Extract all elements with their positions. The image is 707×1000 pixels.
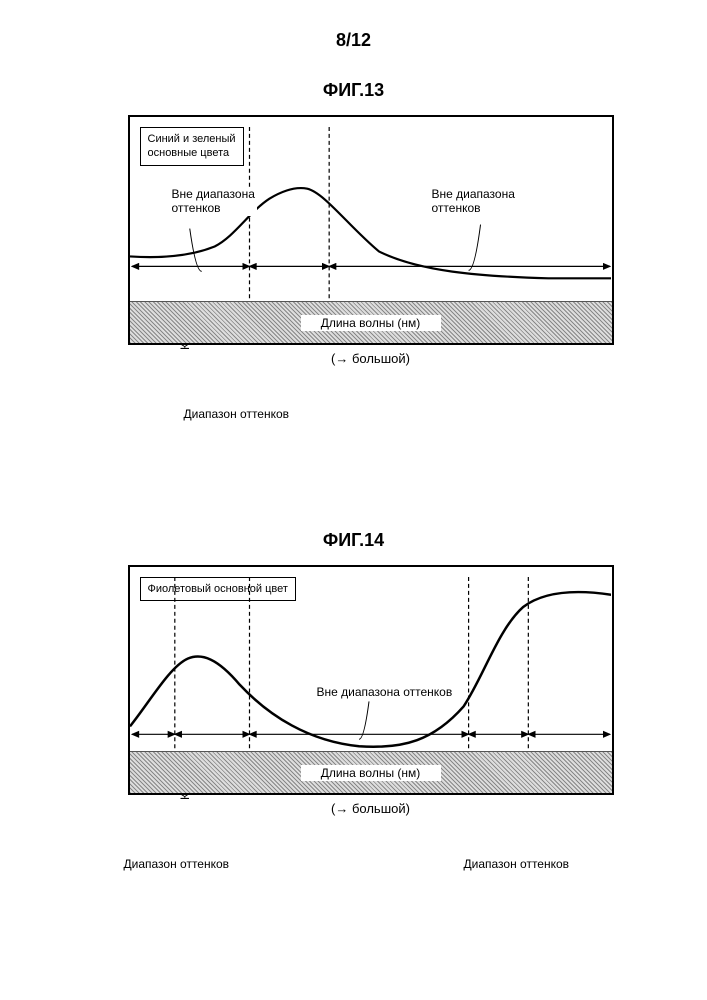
fig13-x-sub: (→ большой)	[128, 351, 614, 366]
fig13-x-label: Длина волны (нм)	[301, 315, 441, 331]
fig14-curve	[130, 592, 612, 747]
fig14-x-sub: (→ большой)	[128, 801, 614, 816]
fig14-below-right: Диапазон оттенков	[464, 857, 570, 871]
fig13-hatch: Длина волны (нм)	[130, 301, 612, 343]
fig13-annot-left: Вне диапазонаоттенков	[170, 187, 257, 216]
fig14-dashed-group	[174, 577, 528, 754]
fig14-title: ФИГ.14	[94, 530, 614, 551]
fig14-hatch: Длина волны (нм)	[130, 751, 612, 793]
fig14-below-left: Диапазон оттенков	[124, 857, 230, 871]
fig13-below-center: Диапазон оттенков	[184, 407, 290, 421]
fig13-title: ФИГ.13	[94, 80, 614, 101]
fig14-annot-center: Вне диапазона оттенков	[315, 685, 455, 699]
fig14-chart: Коэффициент отражения → (большой) Фиолет…	[94, 565, 614, 816]
figure-13: ФИГ.13 Коэффициент отражения → (большой)…	[94, 80, 614, 366]
fig13-dashed-group	[249, 127, 329, 304]
fig14-x-label: Длина волны (нм)	[301, 765, 441, 781]
figure-14: ФИГ.14 Коэффициент отражения → (большой)…	[94, 530, 614, 816]
fig14-plot-area: Фиолетовый основной цвет Вне диапазона о…	[128, 565, 614, 795]
fig13-plot-area: Синий и зеленыйосновные цвета Вне диапаз…	[128, 115, 614, 345]
fig13-chart: Коэффициент отражения → (большой) Синий …	[94, 115, 614, 366]
fig13-annot-right: Вне диапазонаоттенков	[430, 187, 517, 216]
page-number: 8/12	[0, 30, 707, 51]
